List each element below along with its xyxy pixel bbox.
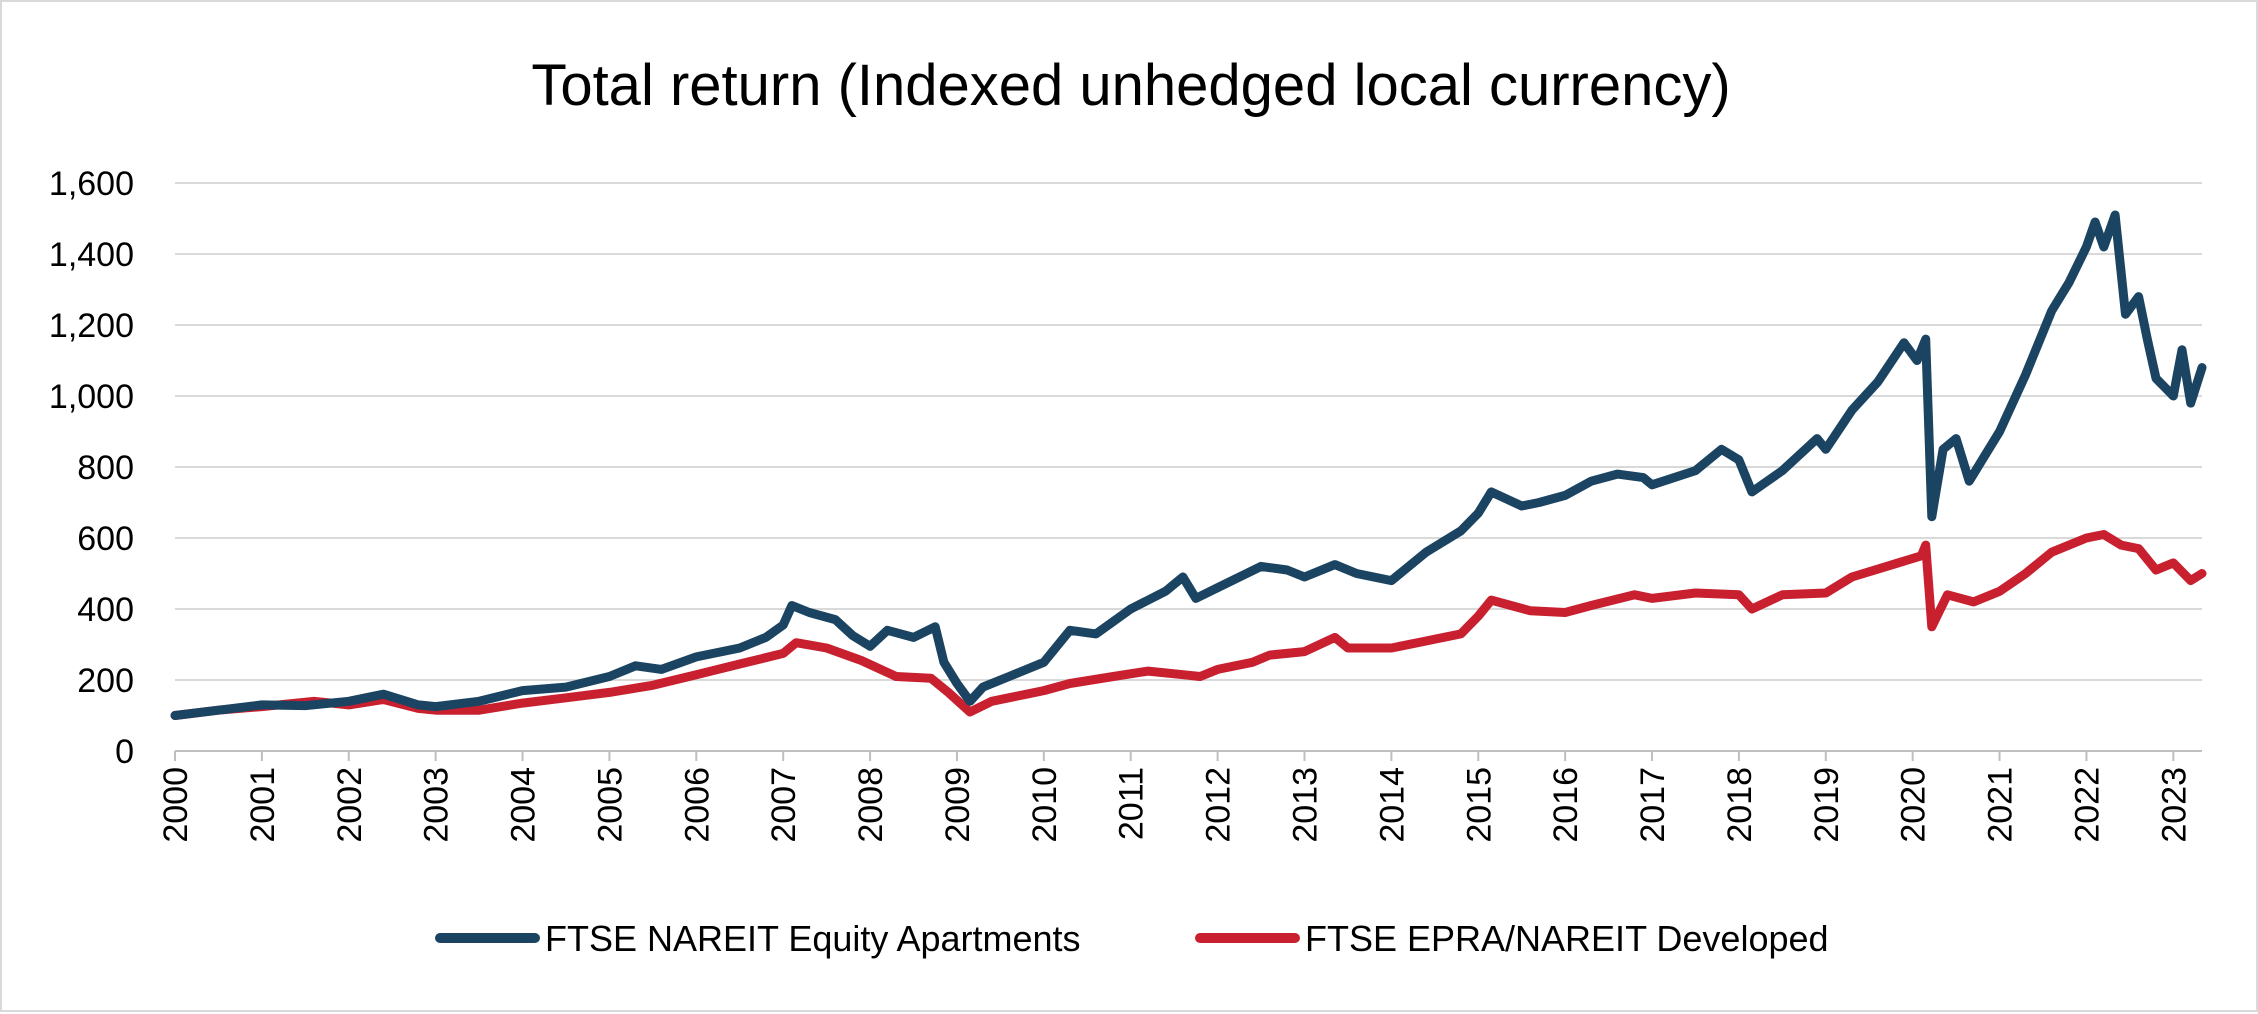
legend: FTSE NAREIT Equity Apartments FTSE EPRA/N… bbox=[435, 918, 1829, 959]
series-line-1 bbox=[170, 530, 2207, 720]
x-tick-label: 2018 bbox=[1721, 767, 1759, 843]
x-tick-label: 2002 bbox=[331, 767, 369, 843]
x-tick-label: 2013 bbox=[1286, 767, 1324, 843]
x-tick-label: 2010 bbox=[1026, 767, 1064, 843]
x-tick-label: 2017 bbox=[1634, 767, 1672, 843]
x-tick-label: 2015 bbox=[1460, 767, 1498, 843]
x-tick-label: 2000 bbox=[157, 767, 195, 843]
y-tick-label: 400 bbox=[77, 591, 134, 629]
y-tick-label: 1,600 bbox=[49, 165, 134, 203]
x-tick-label: 2008 bbox=[852, 767, 890, 843]
x-tick-label: 2014 bbox=[1373, 767, 1411, 843]
x-tick-label: 2005 bbox=[591, 767, 629, 843]
x-tick-label: 2011 bbox=[1113, 767, 1151, 840]
x-tick-label: 2012 bbox=[1200, 767, 1238, 843]
legend-label-1: FTSE EPRA/NAREIT Developed bbox=[1305, 918, 1829, 959]
y-tick-label: 200 bbox=[77, 662, 134, 700]
gridlines bbox=[175, 182, 2202, 681]
y-tick-label: 1,400 bbox=[49, 236, 134, 274]
x-tick-label: 2022 bbox=[2068, 767, 2106, 843]
y-tick-label: 0 bbox=[115, 733, 134, 771]
x-tick-label: 2007 bbox=[765, 767, 803, 843]
axes: 0 200 400 600 800 1,000 1,200 1,400 1,600 2000 200… bbox=[49, 165, 2202, 843]
series-lines bbox=[170, 210, 2207, 720]
y-tick-label: 800 bbox=[77, 449, 134, 487]
x-tick-label: 2019 bbox=[1808, 767, 1846, 843]
x-tick-label: 2009 bbox=[939, 767, 977, 843]
chart-title: Total return (Indexed unhedged local cur… bbox=[531, 53, 1730, 118]
x-tick-label: 2001 bbox=[244, 767, 282, 843]
series-line-0 bbox=[170, 210, 2207, 720]
x-tick-label: 2016 bbox=[1547, 767, 1585, 843]
y-tick-label: 1,000 bbox=[49, 378, 134, 416]
x-tick-label: 2021 bbox=[1982, 767, 2020, 843]
x-tick-label: 2023 bbox=[2155, 767, 2193, 843]
x-tick-label: 2003 bbox=[418, 767, 456, 843]
y-tick-label: 600 bbox=[77, 520, 134, 558]
x-tick-label: 2020 bbox=[1895, 767, 1933, 843]
y-tick-label: 1,200 bbox=[49, 307, 134, 345]
x-tick-label: 2006 bbox=[678, 767, 716, 843]
x-tick-label: 2004 bbox=[505, 767, 543, 843]
legend-label-0: FTSE NAREIT Equity Apartments bbox=[545, 918, 1081, 959]
